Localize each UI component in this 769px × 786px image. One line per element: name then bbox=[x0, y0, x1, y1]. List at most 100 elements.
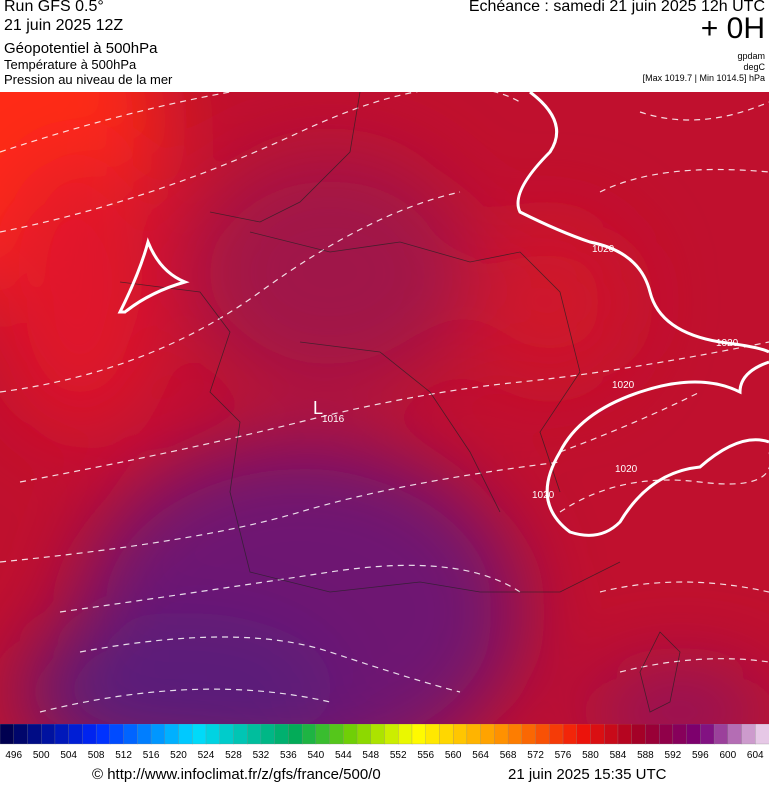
color-swatch bbox=[466, 724, 482, 745]
color-swatch bbox=[521, 724, 537, 745]
colorbar-label: 512 bbox=[115, 750, 132, 761]
field-label: Température à 500hPa bbox=[4, 57, 137, 72]
source-url: © http://www.infoclimat.fr/z/gfs/france/… bbox=[92, 766, 381, 783]
map: L 1016 1020 1020 1020 1020 1020 bbox=[0, 92, 769, 724]
color-swatch bbox=[713, 724, 729, 745]
color-swatch bbox=[288, 724, 303, 745]
colorbar-label: 580 bbox=[582, 750, 599, 761]
colorbar-label: 536 bbox=[280, 750, 297, 761]
color-swatch bbox=[411, 724, 427, 745]
color-swatch bbox=[535, 724, 550, 745]
colorbar-label: 552 bbox=[390, 750, 407, 761]
colorbar-label: 528 bbox=[225, 750, 242, 761]
color-swatch bbox=[233, 724, 248, 745]
unit: gpdam bbox=[737, 51, 765, 61]
forecast-time: Echéance : samedi 21 juin 2025 12h UTC bbox=[468, 0, 765, 15]
color-swatch bbox=[178, 724, 193, 745]
color-swatch bbox=[507, 724, 523, 745]
colorbar-label: 496 bbox=[5, 750, 22, 761]
color-swatch bbox=[164, 724, 180, 745]
color-swatch bbox=[658, 724, 674, 745]
color-swatch bbox=[205, 724, 221, 745]
color-swatch bbox=[645, 724, 660, 745]
color-swatch bbox=[755, 724, 769, 745]
colorbar-label: 560 bbox=[445, 750, 462, 761]
color-swatch bbox=[398, 724, 413, 745]
color-swatch bbox=[68, 724, 84, 745]
color-swatch bbox=[150, 724, 166, 745]
color-swatch bbox=[192, 724, 207, 745]
run-label: Run GFS 0.5° bbox=[4, 0, 104, 15]
pressure-range: [Max 1019.7 | Min 1014.5] hPa bbox=[642, 73, 765, 83]
color-swatch bbox=[576, 724, 592, 745]
color-swatch bbox=[494, 724, 509, 745]
color-swatch bbox=[301, 724, 317, 745]
color-swatch bbox=[247, 724, 262, 745]
colorbar-label: 508 bbox=[88, 750, 105, 761]
colorbar-label: 516 bbox=[143, 750, 160, 761]
colorbar-label: 572 bbox=[527, 750, 544, 761]
colorbar-label: 576 bbox=[555, 750, 572, 761]
colorbar-label: 500 bbox=[33, 750, 50, 761]
low-marker: L bbox=[313, 398, 323, 418]
isobar-label: 1020 bbox=[716, 338, 739, 349]
isobar-label: 1016 bbox=[322, 414, 345, 425]
unit: degC bbox=[743, 62, 765, 72]
field-label: Pression au niveau de la mer bbox=[4, 72, 173, 87]
color-swatch bbox=[274, 724, 290, 745]
color-swatch bbox=[315, 724, 331, 745]
color-swatch bbox=[95, 724, 111, 745]
colorbar-label: 564 bbox=[472, 750, 489, 761]
color-swatch bbox=[700, 724, 715, 745]
colorbar-label: 600 bbox=[719, 750, 736, 761]
isobar-label: 1020 bbox=[615, 464, 638, 475]
colorbar-label: 540 bbox=[307, 750, 324, 761]
color-swatch bbox=[343, 724, 358, 745]
color-swatch bbox=[453, 724, 468, 745]
color-swatch bbox=[82, 724, 97, 745]
color-swatch bbox=[425, 724, 441, 745]
color-swatch bbox=[672, 724, 688, 745]
color-swatch bbox=[384, 724, 399, 745]
colorbar-label: 596 bbox=[692, 750, 709, 761]
isobar-label: 1020 bbox=[592, 244, 615, 255]
color-swatch bbox=[686, 724, 701, 745]
isobar-label: 1020 bbox=[532, 490, 555, 501]
color-swatch bbox=[329, 724, 344, 745]
colorbar-label: 592 bbox=[665, 750, 682, 761]
color-swatch bbox=[123, 724, 138, 745]
colorbar-label: 544 bbox=[335, 750, 352, 761]
isobar-label: 1020 bbox=[612, 380, 635, 391]
forecast-step: + 0H bbox=[700, 12, 765, 45]
colorbar: 496 500 504 508 512 516 520 524 528 532 536 540 544 5… bbox=[0, 724, 769, 761]
colorbar-label: 520 bbox=[170, 750, 187, 761]
colorbar-label: 504 bbox=[60, 750, 77, 761]
color-swatch bbox=[27, 724, 42, 745]
color-swatch bbox=[370, 724, 386, 745]
color-swatch bbox=[41, 724, 56, 745]
colorbar-label: 568 bbox=[500, 750, 517, 761]
issue-date: 21 juin 2025 15:35 UTC bbox=[508, 766, 667, 783]
colorbar-label: 548 bbox=[362, 750, 379, 761]
color-swatch bbox=[54, 724, 70, 745]
color-swatch bbox=[137, 724, 152, 745]
color-swatch bbox=[604, 724, 619, 745]
color-swatch bbox=[13, 724, 29, 745]
color-swatch bbox=[727, 724, 743, 745]
color-swatch bbox=[549, 724, 564, 745]
color-swatch bbox=[590, 724, 605, 745]
color-swatch bbox=[109, 724, 125, 745]
colorbar-label: 604 bbox=[747, 750, 764, 761]
color-swatch bbox=[439, 724, 454, 745]
color-swatch bbox=[0, 724, 15, 745]
color-swatch bbox=[631, 724, 647, 745]
field-label: Géopotentiel à 500hPa bbox=[4, 40, 158, 57]
color-swatch bbox=[741, 724, 756, 745]
colorbar-label: 532 bbox=[253, 750, 270, 761]
color-swatch bbox=[562, 724, 578, 745]
run-date: 21 juin 2025 12Z bbox=[4, 17, 124, 34]
colorbar-label: 588 bbox=[637, 750, 654, 761]
color-swatch bbox=[480, 724, 496, 745]
colorbar-label: 524 bbox=[198, 750, 215, 761]
